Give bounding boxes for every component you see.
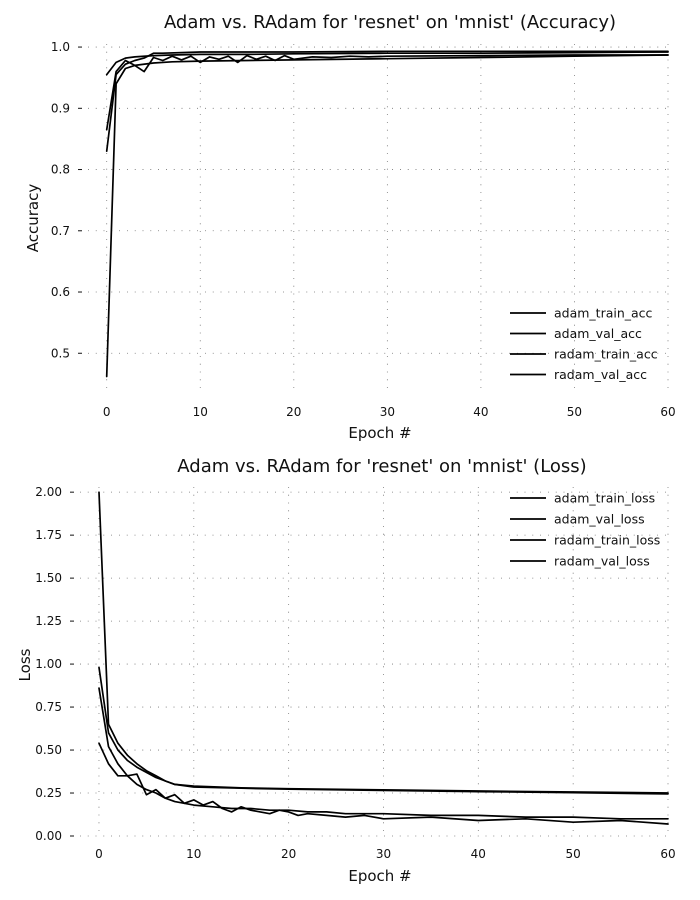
accuracy-x-tick-label: 40 bbox=[473, 405, 488, 419]
loss-x-tick-label: 60 bbox=[660, 847, 675, 861]
accuracy-y-tick-label: 0.7 bbox=[51, 224, 70, 238]
legend-label-radam-val-loss: radam_val_loss bbox=[554, 554, 650, 569]
loss-y-tick-label: 0.25 bbox=[35, 786, 62, 800]
accuracy-x-tick-label: 20 bbox=[286, 405, 301, 419]
accuracy-series-lines bbox=[105, 50, 669, 378]
accuracy-y-axis-label: Accuracy bbox=[24, 184, 42, 253]
series-line-radam-val-acc bbox=[105, 50, 669, 153]
loss-y-tick-label: 1.25 bbox=[35, 614, 62, 628]
loss-x-tick-label: 0 bbox=[95, 847, 103, 861]
loss-y-tick-label: 0.75 bbox=[35, 700, 62, 714]
loss-y-tick-label: 0.00 bbox=[35, 829, 62, 843]
accuracy-y-tick-label: 0.9 bbox=[51, 101, 70, 115]
legend-label-radam-val-acc: radam_val_acc bbox=[554, 367, 647, 382]
accuracy-x-tick-label: 50 bbox=[567, 405, 582, 419]
accuracy-chart-title: Adam vs. RAdam for 'resnet' on 'mnist' (… bbox=[164, 12, 616, 33]
loss-ticks: 0 10 20 30 40 50 60 0.00 0.25 0.50 0.75 1.00 1.25 1.5… bbox=[35, 485, 675, 861]
series-line-adam-val-acc bbox=[105, 54, 669, 131]
accuracy-y-tick-label: 0.6 bbox=[51, 285, 70, 299]
series-line-adam-train-acc bbox=[105, 51, 669, 76]
loss-y-tick-label: 0.50 bbox=[35, 743, 62, 757]
legend-label-radam-train-acc: radam_train_acc bbox=[554, 347, 658, 362]
loss-x-tick-label: 50 bbox=[566, 847, 581, 861]
loss-x-tick-label: 40 bbox=[471, 847, 486, 861]
series-line-radam-train-acc bbox=[105, 54, 669, 378]
loss-y-tick-label: 1.50 bbox=[35, 571, 62, 585]
series-line-adam-val-loss bbox=[98, 742, 669, 825]
legend-label-adam-train-loss: adam_train_loss bbox=[554, 491, 655, 506]
series-line-radam-val-loss bbox=[98, 687, 669, 820]
loss-x-axis-label: Epoch # bbox=[348, 867, 411, 885]
accuracy-x-axis-label: Epoch # bbox=[348, 424, 411, 442]
legend-label-adam-train-acc: adam_train_acc bbox=[554, 306, 653, 321]
series-line-adam-train-loss bbox=[98, 666, 669, 795]
accuracy-x-tick-label: 60 bbox=[660, 405, 675, 419]
accuracy-chart: Adam vs. RAdam for 'resnet' on 'mnist' (… bbox=[24, 12, 676, 442]
accuracy-x-tick-label: 0 bbox=[103, 405, 111, 419]
series-line-radam-train-loss bbox=[98, 491, 669, 794]
loss-x-tick-label: 30 bbox=[376, 847, 391, 861]
accuracy-legend: adam_train_acc adam_val_acc radam_train_ac… bbox=[510, 306, 658, 382]
accuracy-x-tick-label: 30 bbox=[380, 405, 395, 419]
accuracy-y-tick-label: 0.8 bbox=[51, 163, 70, 177]
loss-chart-title: Adam vs. RAdam for 'resnet' on 'mnist' (… bbox=[177, 456, 586, 477]
accuracy-y-tick-label: 0.5 bbox=[51, 346, 70, 360]
accuracy-x-tick-label: 10 bbox=[193, 405, 208, 419]
legend-label-adam-val-loss: adam_val_loss bbox=[554, 512, 645, 527]
legend-label-radam-train-loss: radam_train_loss bbox=[554, 533, 660, 548]
accuracy-y-tick-label: 1.0 bbox=[51, 40, 70, 54]
loss-series-lines bbox=[98, 491, 669, 825]
loss-y-axis-label: Loss bbox=[16, 648, 34, 681]
loss-y-tick-label: 2.00 bbox=[35, 485, 62, 499]
loss-y-tick-label: 1.00 bbox=[35, 657, 62, 671]
accuracy-ticks: 0 10 20 30 40 50 60 0.5 0.6 0.7 0.8 0.9 1.0 bbox=[51, 40, 676, 419]
loss-x-tick-label: 10 bbox=[186, 847, 201, 861]
loss-x-tick-label: 20 bbox=[281, 847, 296, 861]
loss-chart: Adam vs. RAdam for 'resnet' on 'mnist' (… bbox=[16, 456, 676, 885]
loss-legend: adam_train_loss adam_val_loss radam_train_… bbox=[510, 491, 660, 569]
legend-label-adam-val-acc: adam_val_acc bbox=[554, 326, 642, 341]
loss-y-tick-label: 1.75 bbox=[35, 528, 62, 542]
